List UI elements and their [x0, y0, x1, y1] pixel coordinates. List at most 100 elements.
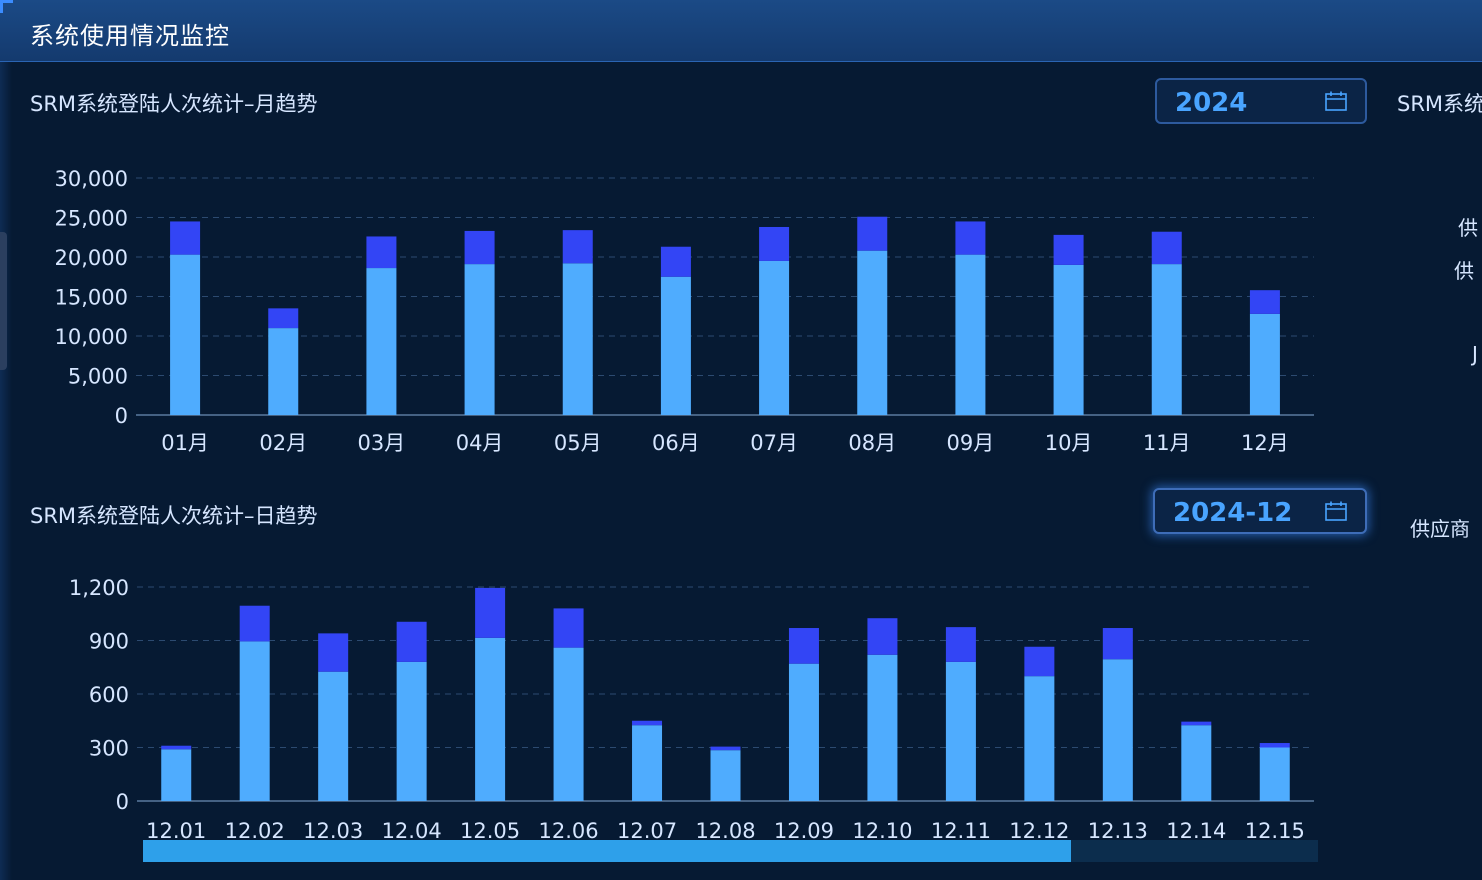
bar-segment[interactable] [1249, 313, 1280, 415]
monthly-chart-title: SRM系统登陆人次统计–月趋势 [30, 92, 318, 116]
bar-segment[interactable] [1259, 747, 1290, 802]
x-tick-label: 08月 [848, 431, 896, 455]
bar-segment[interactable] [396, 621, 427, 662]
x-tick-label: 07月 [750, 431, 798, 455]
y-tick-label: 0 [115, 404, 128, 428]
bar-segment[interactable] [1053, 234, 1084, 265]
x-tick-label: 05月 [554, 431, 602, 455]
bar-segment[interactable] [710, 750, 741, 801]
x-tick-label: 12.02 [225, 819, 285, 840]
calendar-icon [1325, 501, 1347, 521]
bar-segment[interactable] [632, 720, 663, 726]
x-tick-label: 01月 [161, 431, 209, 455]
x-tick-label: 04月 [456, 431, 504, 455]
bar-segment[interactable] [867, 654, 898, 801]
bar-segment[interactable] [239, 641, 270, 801]
bar-segment[interactable] [464, 230, 495, 265]
y-tick-label: 15,000 [55, 286, 128, 310]
x-tick-label: 12.01 [146, 819, 206, 840]
x-tick-label: 12.14 [1166, 819, 1226, 840]
bar-segment[interactable] [553, 608, 584, 648]
x-tick-label: 12.06 [539, 819, 599, 840]
bar-segment[interactable] [268, 328, 299, 415]
bar-segment[interactable] [1024, 646, 1055, 677]
bar-segment[interactable] [867, 618, 898, 655]
page-header: 系统使用情况监控 [0, 0, 1482, 62]
year-picker-value: 2024 [1175, 88, 1248, 118]
x-tick-label: 12.05 [460, 819, 520, 840]
bar-segment[interactable] [1249, 290, 1280, 314]
bar-segment[interactable] [475, 587, 506, 638]
bar-segment[interactable] [1102, 659, 1133, 801]
bar-segment[interactable] [366, 236, 397, 269]
x-tick-label: 03月 [358, 431, 406, 455]
bar-segment[interactable] [161, 749, 192, 801]
x-tick-label: 12.13 [1088, 819, 1148, 840]
daily-bar-chart: 0 300 600 900 1,200 12.01 12.02 12.03 12.04 12.05… [69, 576, 1314, 840]
bar-segment[interactable] [955, 221, 986, 255]
bar-segment[interactable] [366, 268, 397, 415]
bar-segment[interactable] [632, 725, 663, 801]
bar-segment[interactable] [170, 221, 201, 255]
daily-chart-scroll-thumb[interactable] [143, 840, 1072, 862]
y-tick-label: 600 [89, 683, 129, 707]
x-tick-label: 11月 [1143, 431, 1191, 455]
x-tick-label: 12.08 [695, 819, 755, 840]
x-tick-label: 12.12 [1009, 819, 1069, 840]
bar-segment[interactable] [857, 250, 888, 415]
bar-segment[interactable] [660, 246, 691, 277]
bar-segment[interactable] [710, 746, 741, 751]
bar-segment[interactable] [562, 263, 593, 415]
y-tick-label: 300 [89, 737, 129, 761]
month-picker[interactable]: 2024-12 [1153, 488, 1367, 534]
bar-segment[interactable] [788, 628, 819, 664]
x-tick-label: 12.15 [1245, 819, 1305, 840]
right-panel-label: 供 [1454, 259, 1474, 283]
bar-segment[interactable] [562, 230, 593, 264]
daily-chart-title: SRM系统登陆人次统计–日趋势 [30, 504, 318, 528]
bar-segment[interactable] [788, 663, 819, 801]
bar-segment[interactable] [475, 637, 506, 801]
right-panel-label: J [1472, 342, 1478, 366]
bar-segment[interactable] [396, 661, 427, 801]
bar-segment[interactable] [161, 745, 192, 750]
bar-segment[interactable] [1024, 676, 1055, 801]
bar-segment[interactable] [464, 264, 495, 415]
year-picker[interactable]: 2024 [1155, 78, 1367, 124]
right-panel-label: 供应商 [1410, 517, 1470, 541]
bar-segment[interactable] [239, 605, 270, 642]
bar-segment[interactable] [955, 254, 986, 415]
y-tick-label: 10,000 [55, 325, 128, 349]
bar-segment[interactable] [660, 276, 691, 415]
bar-segment[interactable] [318, 671, 349, 801]
bar-segment[interactable] [945, 627, 976, 662]
bar-segment[interactable] [1259, 743, 1290, 748]
y-tick-label: 1,200 [69, 576, 129, 600]
x-tick-label: 10月 [1045, 431, 1093, 455]
bar-segment[interactable] [553, 647, 584, 801]
x-tick-label: 09月 [947, 431, 995, 455]
bar-segment[interactable] [1102, 628, 1133, 660]
bar-segment[interactable] [1151, 264, 1182, 415]
y-tick-label: 5,000 [68, 365, 128, 389]
bar-segment[interactable] [1181, 721, 1212, 726]
y-tick-label: 25,000 [55, 207, 128, 231]
x-tick-label: 12.04 [382, 819, 442, 840]
bar-segment[interactable] [857, 216, 888, 251]
x-tick-label: 12.09 [774, 819, 834, 840]
x-tick-label: 06月 [652, 431, 700, 455]
bar-segment[interactable] [1053, 264, 1084, 415]
monthly-bar-chart: 0 5,000 10,000 15,000 20,000 25,000 30,000 01月 0… [55, 167, 1314, 455]
daily-chart-scrollbar[interactable] [143, 840, 1318, 862]
left-collapse-handle[interactable] [0, 232, 7, 370]
bar-segment[interactable] [1151, 231, 1182, 265]
month-picker-value: 2024-12 [1173, 498, 1293, 528]
y-tick-label: 0 [116, 790, 129, 814]
bar-segment[interactable] [268, 308, 299, 329]
bar-segment[interactable] [759, 226, 790, 261]
bar-segment[interactable] [1181, 725, 1212, 801]
bar-segment[interactable] [170, 254, 201, 415]
bar-segment[interactable] [759, 260, 790, 415]
bar-segment[interactable] [318, 633, 349, 672]
bar-segment[interactable] [945, 661, 976, 801]
